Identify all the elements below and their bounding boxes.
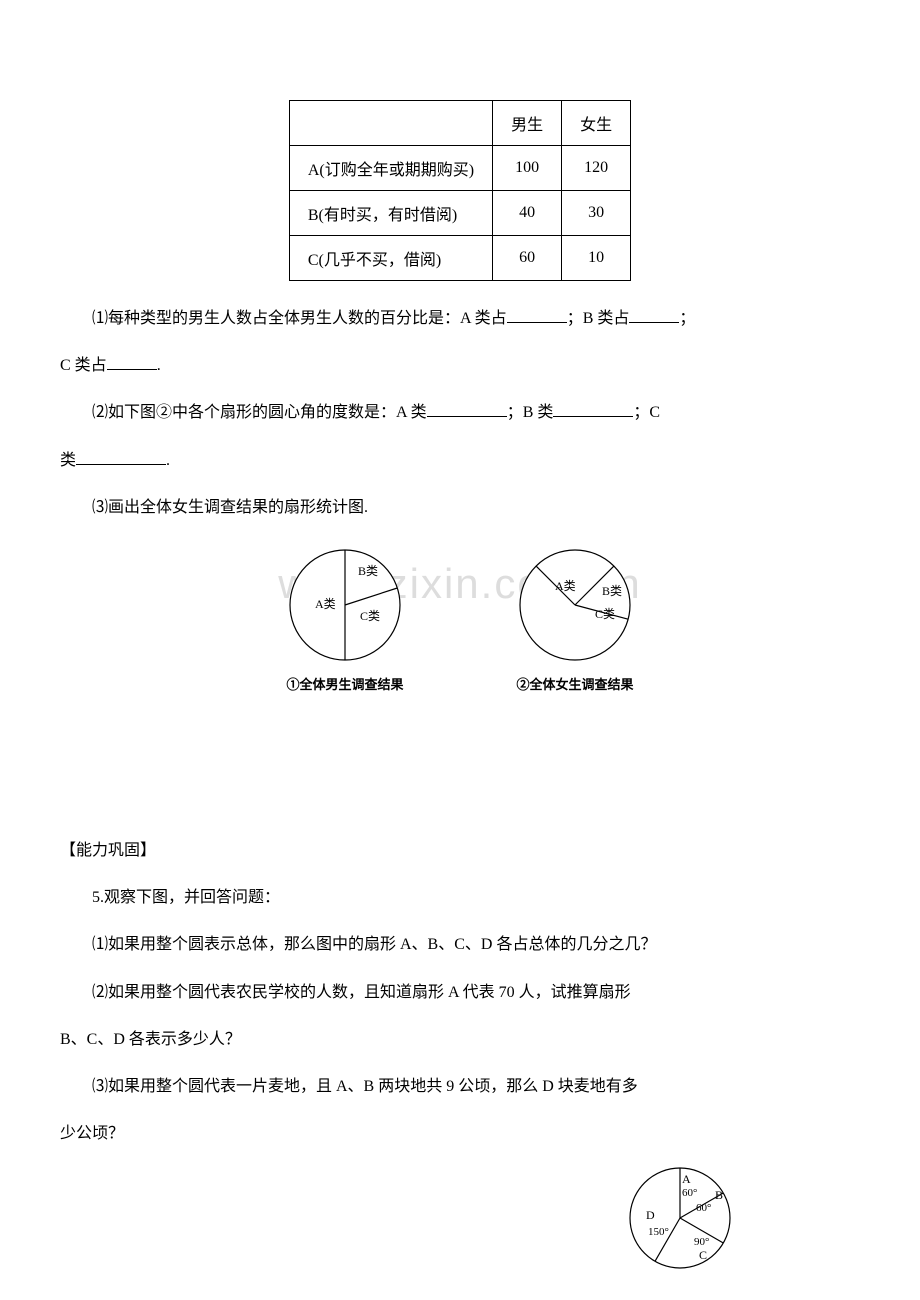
- small-pie-wrap: A 60° B 60° 90° C D 150°: [60, 1161, 860, 1276]
- question-1-line2: C 类占.: [60, 348, 860, 383]
- q5-p3b: 少公顷？: [60, 1116, 860, 1151]
- q2-mid1: ；B 类: [507, 404, 554, 421]
- female-pie-block: A类 B类 C类 ②全体女生调查结果: [510, 545, 640, 693]
- female-pie-label-a: A类: [555, 579, 576, 593]
- q5-p3: ⑶如果用整个圆代表一片麦地，且 A、B 两块地共 9 公顷，那么 D 块麦地有多: [60, 1069, 860, 1104]
- female-pie-label-b: B类: [602, 584, 622, 598]
- small-pie-label-c: C: [699, 1248, 707, 1262]
- male-pie-label-c: C类: [360, 609, 380, 623]
- row-c-female: 10: [562, 236, 631, 281]
- small-pie-angle-d: 150°: [648, 1226, 669, 1238]
- q2-line2-prefix: 类: [60, 452, 76, 469]
- q1-line2-prefix: C 类占: [60, 357, 107, 374]
- blank: [629, 305, 679, 323]
- blank: [427, 400, 507, 418]
- row-a-female: 120: [562, 146, 631, 191]
- small-pie-angle-a: 60°: [682, 1187, 697, 1199]
- blank: [553, 400, 633, 418]
- male-pie-chart: A类 B类 C类: [280, 545, 410, 665]
- pie-charts-row: A类 B类 C类 ①全体男生调查结果 A类 B类 C类 ②全体女生调查结果: [60, 545, 860, 693]
- female-pie-chart: A类 B类 C类: [510, 545, 640, 665]
- q1-mid2: ；: [679, 310, 695, 327]
- q1-mid1: ；B 类占: [567, 310, 630, 327]
- row-b-male: 40: [493, 191, 562, 236]
- q1-suffix: .: [157, 357, 161, 374]
- row-b-label: B(有时买，有时借阅): [289, 191, 492, 236]
- table-header-row: 男生 女生: [289, 101, 630, 146]
- small-pie-angle-b: 60°: [696, 1202, 711, 1214]
- row-a-male: 100: [493, 146, 562, 191]
- male-pie-label-b: B类: [358, 564, 378, 578]
- small-pie-label-b: B: [715, 1188, 723, 1202]
- male-pie-label-a: A类: [315, 597, 336, 611]
- question-1-line1: ⑴每种类型的男生人数占全体男生人数的百分比是：A 类占 ；B 类占 ；: [60, 301, 860, 336]
- small-pie-chart: A 60° B 60° 90° C D 150°: [620, 1161, 740, 1276]
- table-row: B(有时买，有时借阅) 40 30: [289, 191, 630, 236]
- question-2-line1: ⑵如下图②中各个扇形的圆心角的度数是：A 类 ；B 类 ；C: [60, 395, 860, 430]
- ability-heading: 【能力巩固】: [60, 833, 860, 868]
- question-3: ⑶画出全体女生调查结果的扇形统计图.: [60, 490, 860, 525]
- row-c-male: 60: [493, 236, 562, 281]
- row-b-female: 30: [562, 191, 631, 236]
- table-row: C(几乎不买，借阅) 60 10: [289, 236, 630, 281]
- table-header-male: 男生: [493, 101, 562, 146]
- q5-p1: ⑴如果用整个圆表示总体，那么图中的扇形 A、B、C、D 各占总体的几分之几？: [60, 927, 860, 962]
- small-pie-label-d: D: [646, 1208, 655, 1222]
- female-pie-label-c: C类: [595, 607, 615, 621]
- q5-p2b: B、C、D 各表示多少人？: [60, 1022, 860, 1057]
- row-a-label: A(订购全年或期期购买): [289, 146, 492, 191]
- female-pie-caption: ②全体女生调查结果: [510, 674, 640, 693]
- blank: [507, 305, 567, 323]
- blank: [76, 447, 166, 465]
- q2-prefix: ⑵如下图②中各个扇形的圆心角的度数是：A 类: [92, 404, 427, 421]
- q2-suffix: .: [166, 452, 170, 469]
- table-header-blank: [289, 101, 492, 146]
- q5-stem: 5.观察下图，并回答问题：: [60, 880, 860, 915]
- small-pie-label-a: A: [682, 1172, 691, 1186]
- survey-table: 男生 女生 A(订购全年或期期购买) 100 120 B(有时买，有时借阅) 4…: [289, 100, 631, 281]
- q1-prefix: ⑴每种类型的男生人数占全体男生人数的百分比是：A 类占: [92, 310, 507, 327]
- small-pie-angle-c: 90°: [694, 1236, 709, 1248]
- row-c-label: C(几乎不买，借阅): [289, 236, 492, 281]
- table-header-female: 女生: [562, 101, 631, 146]
- male-pie-caption: ①全体男生调查结果: [280, 674, 410, 693]
- blank: [107, 353, 157, 371]
- q2-mid2: ；C: [633, 404, 660, 421]
- question-2-line2: 类.: [60, 443, 860, 478]
- table-row: A(订购全年或期期购买) 100 120: [289, 146, 630, 191]
- q5-p2: ⑵如果用整个圆代表农民学校的人数，且知道扇形 A 代表 70 人，试推算扇形: [60, 975, 860, 1010]
- male-pie-block: A类 B类 C类 ①全体男生调查结果: [280, 545, 410, 693]
